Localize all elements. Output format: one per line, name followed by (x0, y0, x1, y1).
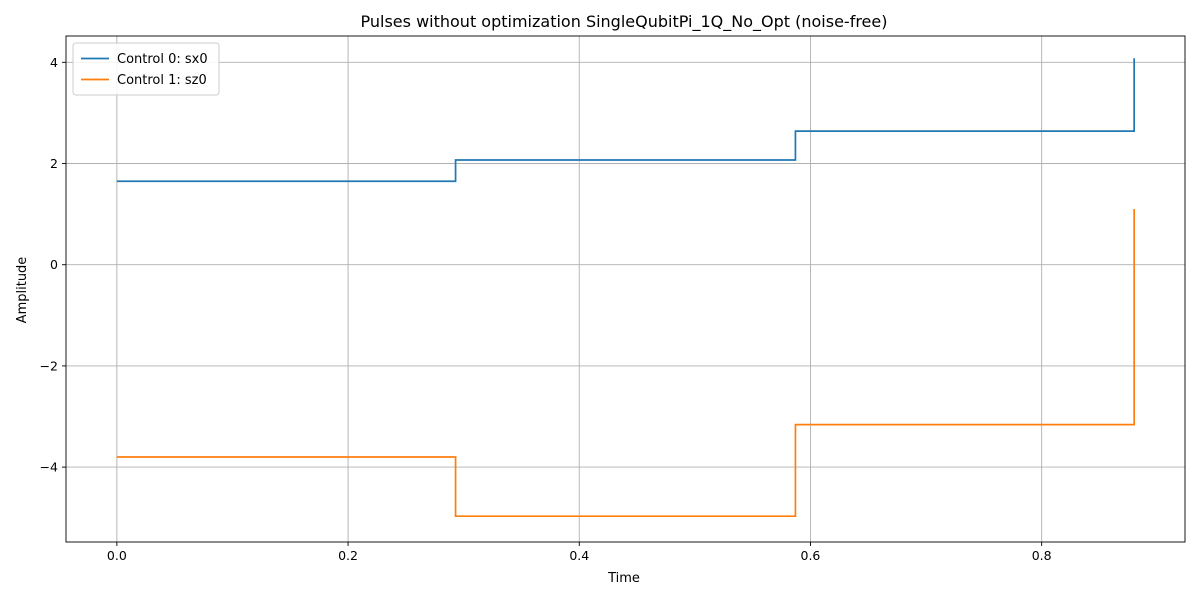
x-tick-label: 0.6 (801, 548, 821, 563)
x-tick-label: 0.8 (1032, 548, 1052, 563)
x-axis-label: Time (607, 571, 640, 586)
x-tick-label: 0.2 (338, 548, 358, 563)
y-tick-label: 4 (50, 55, 58, 70)
legend: Control 0: sx0 Control 1: sz0 (72, 42, 220, 96)
x-tick-label: 0.4 (569, 548, 589, 563)
x-axis: 0.0 0.2 0.4 0.6 0.8 (107, 542, 1052, 563)
plot-lines (116, 58, 1135, 518)
series-1-line (116, 209, 1135, 518)
grid (66, 36, 1185, 542)
legend-label: Control 1: sz0 (117, 73, 207, 88)
legend-box (72, 42, 220, 96)
y-tick-label: 2 (50, 156, 58, 171)
y-tick-label: −2 (40, 358, 58, 373)
y-axis-label: Amplitude (15, 257, 30, 324)
axes-frame (65, 35, 1186, 543)
y-axis: −4 −2 0 2 4 (40, 55, 66, 475)
chart-title: Pulses without optimization SingleQubitP… (361, 12, 888, 32)
y-tick-label: 0 (50, 257, 58, 272)
y-tick-label: −4 (40, 460, 58, 475)
series-0-line (116, 58, 1135, 183)
legend-label: Control 0: sx0 (117, 52, 208, 67)
x-tick-label: 0.0 (107, 548, 127, 563)
